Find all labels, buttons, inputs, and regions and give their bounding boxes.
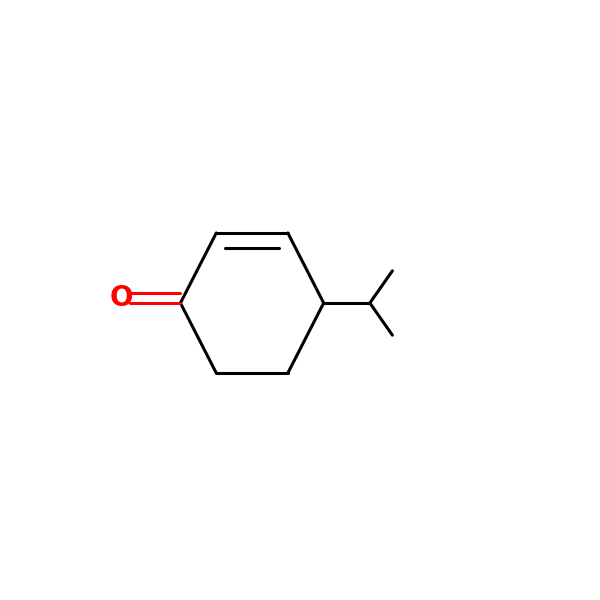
Text: O: O xyxy=(110,284,133,312)
